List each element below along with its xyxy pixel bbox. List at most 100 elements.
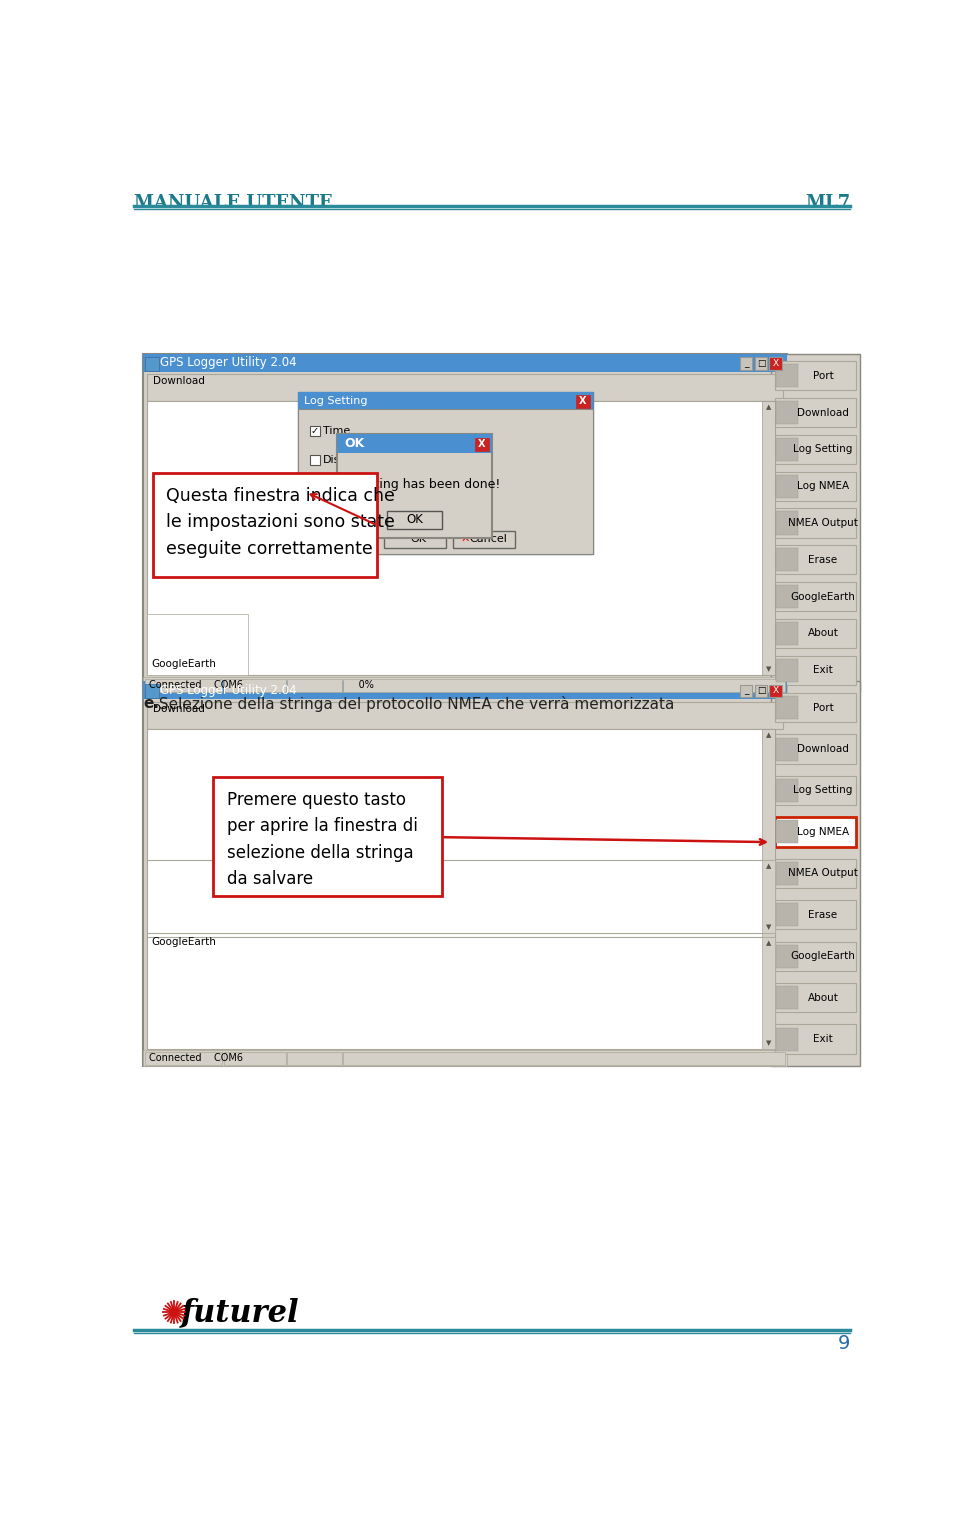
Bar	[770, 685, 781, 697]
Bar	[777, 437, 798, 460]
Bar	[475, 437, 489, 451]
Bar	[287, 1051, 342, 1065]
Bar	[775, 361, 856, 390]
Bar	[777, 737, 798, 761]
Text: _: _	[744, 686, 749, 695]
Text: GoogleEarth: GoogleEarth	[151, 660, 216, 669]
Bar	[224, 678, 286, 692]
Text: 9: 9	[838, 1334, 850, 1352]
Bar	[143, 1050, 786, 1065]
Text: Cancel: Cancel	[469, 534, 507, 545]
Bar	[762, 401, 775, 675]
Bar	[775, 775, 856, 806]
Text: ▼: ▼	[766, 666, 772, 672]
Bar	[453, 531, 516, 548]
Text: ▼: ▼	[766, 924, 772, 930]
Bar	[775, 817, 856, 847]
Bar	[153, 473, 377, 577]
Bar	[147, 938, 775, 1048]
Text: Port: Port	[812, 703, 833, 712]
Text: futurel: futurel	[180, 1297, 300, 1328]
Bar	[775, 858, 856, 887]
Bar	[224, 1051, 286, 1065]
Text: Download: Download	[797, 744, 849, 754]
Text: Erase: Erase	[808, 554, 837, 565]
Text: Log NMEA: Log NMEA	[797, 480, 849, 491]
Text: NMEA Output: NMEA Output	[788, 869, 858, 878]
Text: NMEA Output: NMEA Output	[788, 517, 858, 528]
Bar	[147, 987, 248, 1048]
Text: GPS Logger Utility 2.04: GPS Logger Utility 2.04	[160, 356, 297, 370]
Bar	[383, 531, 445, 548]
Bar	[775, 471, 856, 500]
Bar	[143, 353, 786, 692]
Bar	[145, 356, 158, 370]
Bar	[777, 903, 798, 926]
Bar	[145, 685, 158, 698]
Bar	[777, 861, 798, 884]
Text: Exit: Exit	[813, 1035, 833, 1044]
Bar	[287, 678, 342, 692]
Bar	[337, 434, 492, 453]
Bar	[777, 985, 798, 1008]
Bar	[771, 682, 860, 1065]
Text: The setting has been done!: The setting has been done!	[328, 477, 501, 491]
Text: e.: e.	[143, 697, 159, 711]
Bar	[775, 434, 856, 464]
Bar	[740, 685, 753, 697]
Text: Connected    COM6: Connected COM6	[150, 1053, 244, 1064]
Bar	[740, 358, 753, 370]
Bar	[777, 1027, 798, 1050]
Text: Download: Download	[153, 376, 204, 387]
Text: X: X	[579, 396, 587, 407]
Bar	[777, 659, 798, 682]
Text: Log NMEA: Log NMEA	[797, 827, 849, 837]
Text: ▼: ▼	[766, 1039, 772, 1045]
Bar	[762, 729, 775, 1048]
Bar	[147, 860, 775, 933]
Bar	[299, 408, 592, 554]
Text: Premere questo tasto
per aprire la finestra di
selezione della stringa
da salvar: Premere questo tasto per aprire la fines…	[227, 791, 418, 889]
Text: _: _	[744, 359, 749, 368]
Text: Questa finestra indica che
le impostazioni sono state
eseguite correttamente: Questa finestra indica che le impostazio…	[166, 487, 396, 557]
Bar	[775, 982, 856, 1012]
Text: Download: Download	[153, 703, 204, 714]
Bar	[310, 485, 320, 494]
Bar	[344, 678, 785, 692]
Bar	[310, 456, 320, 465]
Bar	[145, 678, 223, 692]
Text: □: □	[756, 686, 765, 695]
Text: About: About	[807, 993, 838, 1002]
Text: GoogleEarth: GoogleEarth	[151, 1033, 216, 1042]
Bar	[143, 677, 786, 692]
Text: ML7: ML7	[804, 195, 850, 212]
Bar	[143, 353, 786, 371]
Text: Port: Port	[812, 371, 833, 381]
Text: OK: OK	[410, 534, 426, 545]
Text: Log Setting: Log Setting	[793, 445, 852, 454]
Bar	[775, 545, 856, 574]
Bar	[775, 655, 856, 685]
Bar	[777, 585, 798, 608]
Bar	[755, 685, 767, 697]
Bar	[775, 734, 856, 764]
Text: ▲: ▲	[766, 405, 772, 410]
Text: ▲: ▲	[766, 941, 772, 947]
Text: X: X	[773, 686, 779, 695]
Bar	[775, 941, 856, 970]
Bar	[775, 900, 856, 929]
Bar	[775, 619, 856, 648]
Text: Erase: Erase	[808, 910, 837, 919]
Text: ▲: ▲	[766, 863, 772, 869]
Bar	[777, 944, 798, 967]
Bar	[777, 364, 798, 387]
Bar	[299, 391, 592, 408]
Bar	[755, 358, 767, 370]
Bar	[145, 1051, 223, 1065]
Bar	[777, 622, 798, 645]
Bar	[344, 1051, 785, 1065]
Bar	[310, 427, 320, 436]
Text: GPS Logger Utility 2.04: GPS Logger Utility 2.04	[160, 683, 297, 697]
Bar	[770, 358, 781, 370]
Text: GoogleEarth: GoogleEarth	[790, 591, 855, 602]
